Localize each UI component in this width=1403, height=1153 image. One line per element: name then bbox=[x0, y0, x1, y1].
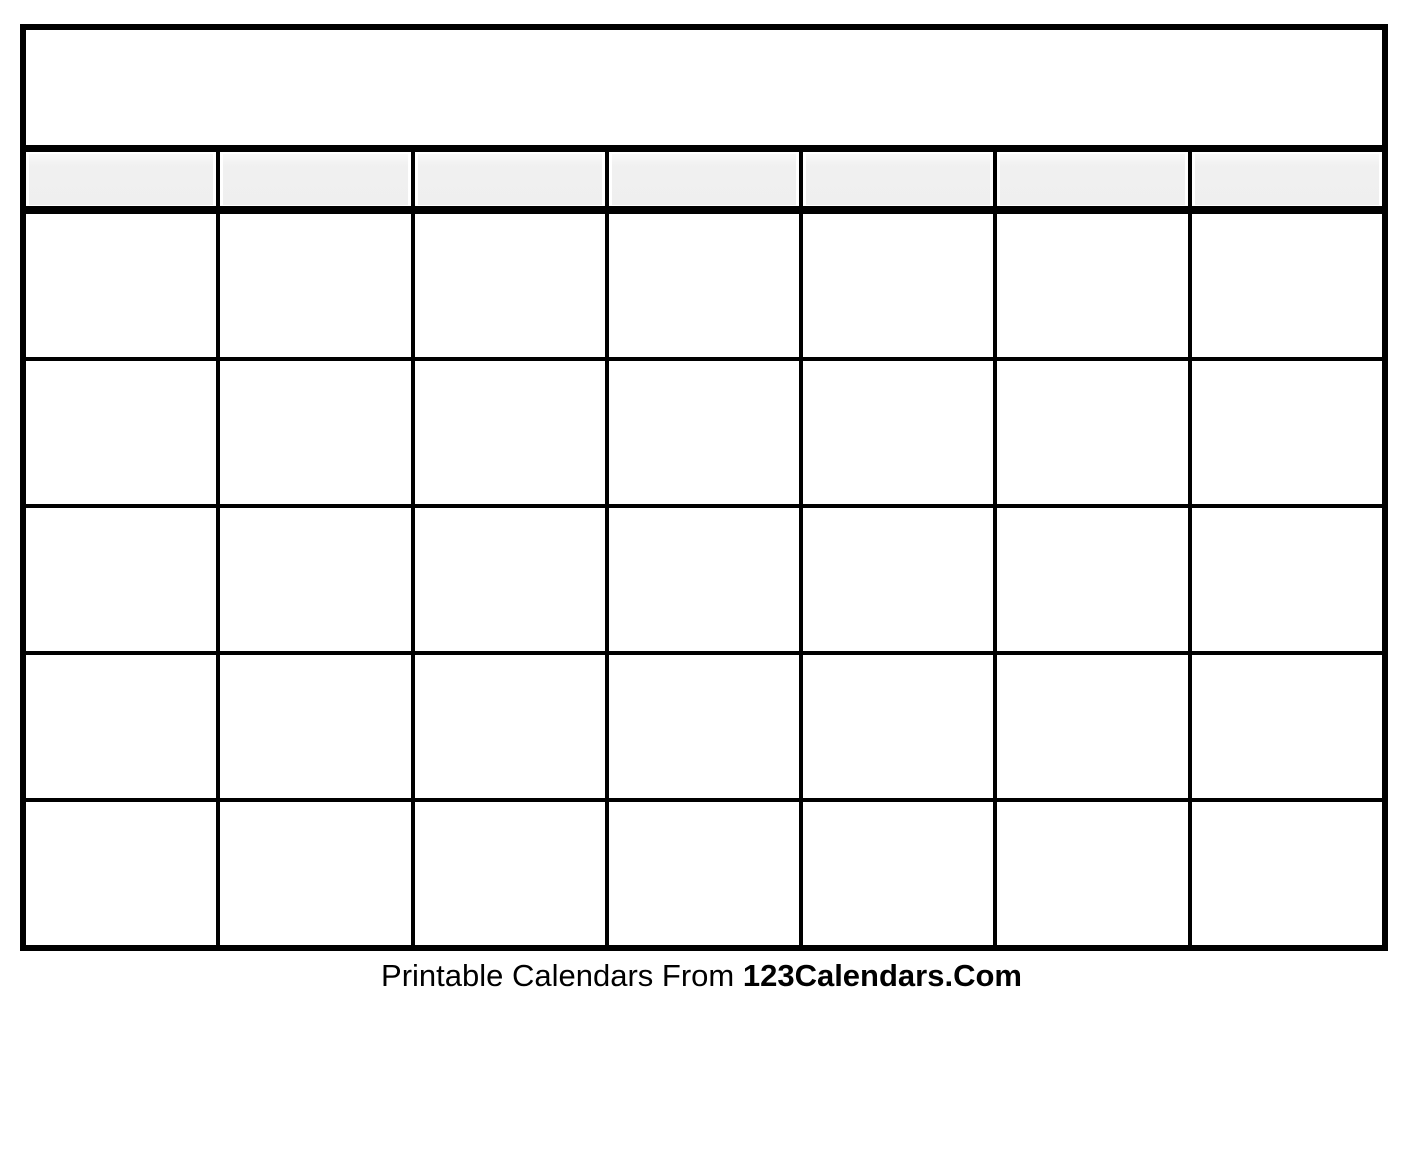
day-cell bbox=[26, 361, 217, 504]
weekday-header-cell bbox=[608, 152, 800, 206]
day-cell bbox=[220, 361, 411, 504]
day-cell bbox=[608, 508, 800, 651]
weekday-header-cell bbox=[1191, 152, 1382, 206]
day-cell bbox=[26, 508, 217, 651]
day-cell bbox=[608, 655, 800, 798]
day-cell bbox=[997, 655, 1188, 798]
day-cell bbox=[1191, 802, 1382, 945]
day-cell bbox=[1191, 655, 1382, 798]
day-cell bbox=[997, 802, 1188, 945]
day-cell bbox=[220, 214, 411, 357]
footer-text-brand: 123Calendars.Com bbox=[742, 958, 1022, 993]
day-cell bbox=[997, 508, 1188, 651]
day-cell bbox=[414, 508, 605, 651]
weekday-header-label bbox=[806, 154, 991, 205]
blank-calendar-template bbox=[20, 24, 1388, 951]
day-cell bbox=[608, 361, 800, 504]
day-cell bbox=[803, 508, 994, 651]
day-cell bbox=[414, 214, 605, 357]
day-cell bbox=[803, 802, 994, 945]
weekday-header-label bbox=[223, 154, 408, 205]
day-cell bbox=[803, 655, 994, 798]
day-cell bbox=[26, 802, 217, 945]
day-cell bbox=[803, 361, 994, 504]
weekday-header-cell bbox=[414, 152, 605, 206]
day-cell bbox=[220, 802, 411, 945]
weekday-header-cell bbox=[26, 152, 217, 206]
day-cell bbox=[1191, 361, 1382, 504]
calendar-title-box bbox=[26, 30, 1382, 152]
day-cell bbox=[803, 214, 994, 357]
weekday-header-label bbox=[417, 154, 602, 205]
day-cell bbox=[414, 361, 605, 504]
day-cell bbox=[608, 802, 800, 945]
day-cell bbox=[414, 655, 605, 798]
day-grid bbox=[26, 214, 1382, 945]
day-cell bbox=[997, 214, 1188, 357]
weekday-header-cell bbox=[997, 152, 1188, 206]
weekday-header-label bbox=[29, 154, 214, 205]
day-cell bbox=[414, 802, 605, 945]
weekday-header-cell bbox=[803, 152, 994, 206]
day-cell bbox=[1191, 508, 1382, 651]
day-cell bbox=[608, 214, 800, 357]
footer-text-regular: Printable Calendars From bbox=[381, 958, 735, 993]
day-cell bbox=[220, 655, 411, 798]
day-cell bbox=[26, 655, 217, 798]
day-cell bbox=[1191, 214, 1382, 357]
weekday-header-row bbox=[26, 152, 1382, 214]
weekday-header-label bbox=[1000, 154, 1185, 205]
weekday-header-cell bbox=[220, 152, 411, 206]
day-cell bbox=[26, 214, 217, 357]
day-cell bbox=[997, 361, 1188, 504]
footer-credit: Printable Calendars From 123Calendars.Co… bbox=[0, 953, 1403, 999]
weekday-header-label bbox=[1194, 154, 1379, 205]
day-cell bbox=[220, 508, 411, 651]
weekday-header-label bbox=[611, 154, 797, 205]
